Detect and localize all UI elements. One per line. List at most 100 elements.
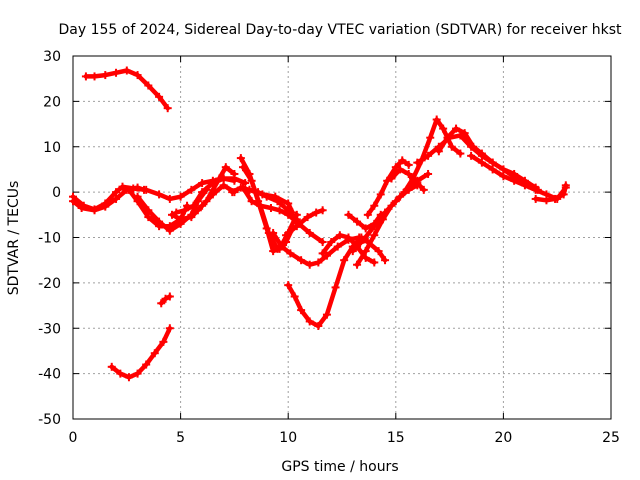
data-point xyxy=(133,71,142,80)
data-point xyxy=(396,165,405,174)
data-point xyxy=(245,185,254,194)
data-point xyxy=(133,369,142,378)
data-point xyxy=(443,133,452,142)
data-point xyxy=(561,181,570,190)
y-axis-tick-labels: 30 20 10 0 -10 -20 -30 -40 -50 xyxy=(38,49,61,428)
data-point xyxy=(288,208,297,217)
data-point xyxy=(327,238,336,247)
data-point xyxy=(77,204,86,213)
y-tick-label: 0 xyxy=(52,185,61,201)
data-point xyxy=(305,317,314,326)
data-point xyxy=(284,199,293,208)
data-point xyxy=(176,192,185,201)
data-point xyxy=(236,154,245,163)
data-point xyxy=(202,197,211,206)
y-tick-label: -40 xyxy=(38,367,61,383)
data-point xyxy=(282,231,291,240)
x-tick-label: 5 xyxy=(176,430,185,446)
data-point xyxy=(69,197,77,206)
data-point xyxy=(404,169,413,178)
data-point xyxy=(469,142,478,151)
data-point xyxy=(167,210,176,219)
data-point xyxy=(322,310,331,319)
data-point xyxy=(333,242,342,251)
data-point xyxy=(447,142,456,151)
y-tick-label: 30 xyxy=(43,49,61,65)
data-point xyxy=(335,231,344,240)
data-point xyxy=(236,183,245,192)
data-point xyxy=(90,72,99,81)
data-point xyxy=(107,362,116,371)
data-point xyxy=(370,258,379,267)
data-point xyxy=(150,349,159,358)
data-point xyxy=(370,231,379,240)
data-point xyxy=(477,158,486,167)
data-point xyxy=(374,247,383,256)
axis-ticks xyxy=(72,55,612,420)
data-point xyxy=(269,228,278,237)
data-point xyxy=(282,238,291,247)
data-point xyxy=(133,192,142,201)
series-line xyxy=(285,235,364,329)
data-point xyxy=(124,185,133,194)
y-tick-label: 20 xyxy=(43,94,61,110)
data-point xyxy=(361,247,370,256)
data-point xyxy=(542,196,551,205)
data-point xyxy=(239,163,248,172)
y-tick-label: -20 xyxy=(38,276,61,292)
data-point xyxy=(297,306,306,315)
data-point xyxy=(271,192,280,201)
data-point xyxy=(452,124,461,133)
data-point xyxy=(314,258,323,267)
data-point xyxy=(292,215,301,224)
y-tick-label: -50 xyxy=(38,412,61,428)
data-point xyxy=(359,235,368,244)
data-point xyxy=(241,179,250,188)
data-point xyxy=(161,294,170,303)
data-point xyxy=(140,185,149,194)
x-tick-label: 0 xyxy=(69,430,78,446)
data-point xyxy=(432,115,441,124)
data-point xyxy=(559,190,568,199)
x-tick-label: 10 xyxy=(279,430,297,446)
data-point xyxy=(331,283,340,292)
data-point xyxy=(303,213,312,222)
data-point xyxy=(322,251,331,260)
data-point xyxy=(101,71,110,80)
data-point xyxy=(551,194,560,203)
data-point xyxy=(165,194,174,203)
data-point xyxy=(81,72,90,81)
data-point xyxy=(376,190,385,199)
data-point xyxy=(467,151,476,160)
data-point xyxy=(499,172,508,181)
data-point xyxy=(247,197,256,206)
data-point xyxy=(439,124,448,133)
data-point xyxy=(520,181,529,190)
chart-title: Day 155 of 2024, Sidereal Day-to-day VTE… xyxy=(59,22,622,38)
data-point xyxy=(144,81,153,90)
data-point xyxy=(460,129,469,138)
x-tick-label: 25 xyxy=(602,430,620,446)
data-point xyxy=(456,149,465,158)
data-point xyxy=(531,185,540,194)
data-point xyxy=(112,194,121,203)
data-point xyxy=(477,149,486,158)
data-point xyxy=(157,299,166,308)
data-point xyxy=(510,176,519,185)
data-point xyxy=(176,215,185,224)
data-point xyxy=(112,68,121,77)
data-point xyxy=(318,238,327,247)
data-point xyxy=(387,174,396,183)
data-point xyxy=(286,249,295,258)
data-point xyxy=(144,213,153,222)
data-point xyxy=(155,92,164,101)
data-point xyxy=(353,217,362,226)
series-line xyxy=(468,153,569,202)
data-point xyxy=(155,190,164,199)
data-point xyxy=(305,260,314,269)
data-point xyxy=(142,360,151,369)
data-point xyxy=(348,247,357,256)
data-point xyxy=(230,169,239,178)
data-point xyxy=(361,224,370,233)
